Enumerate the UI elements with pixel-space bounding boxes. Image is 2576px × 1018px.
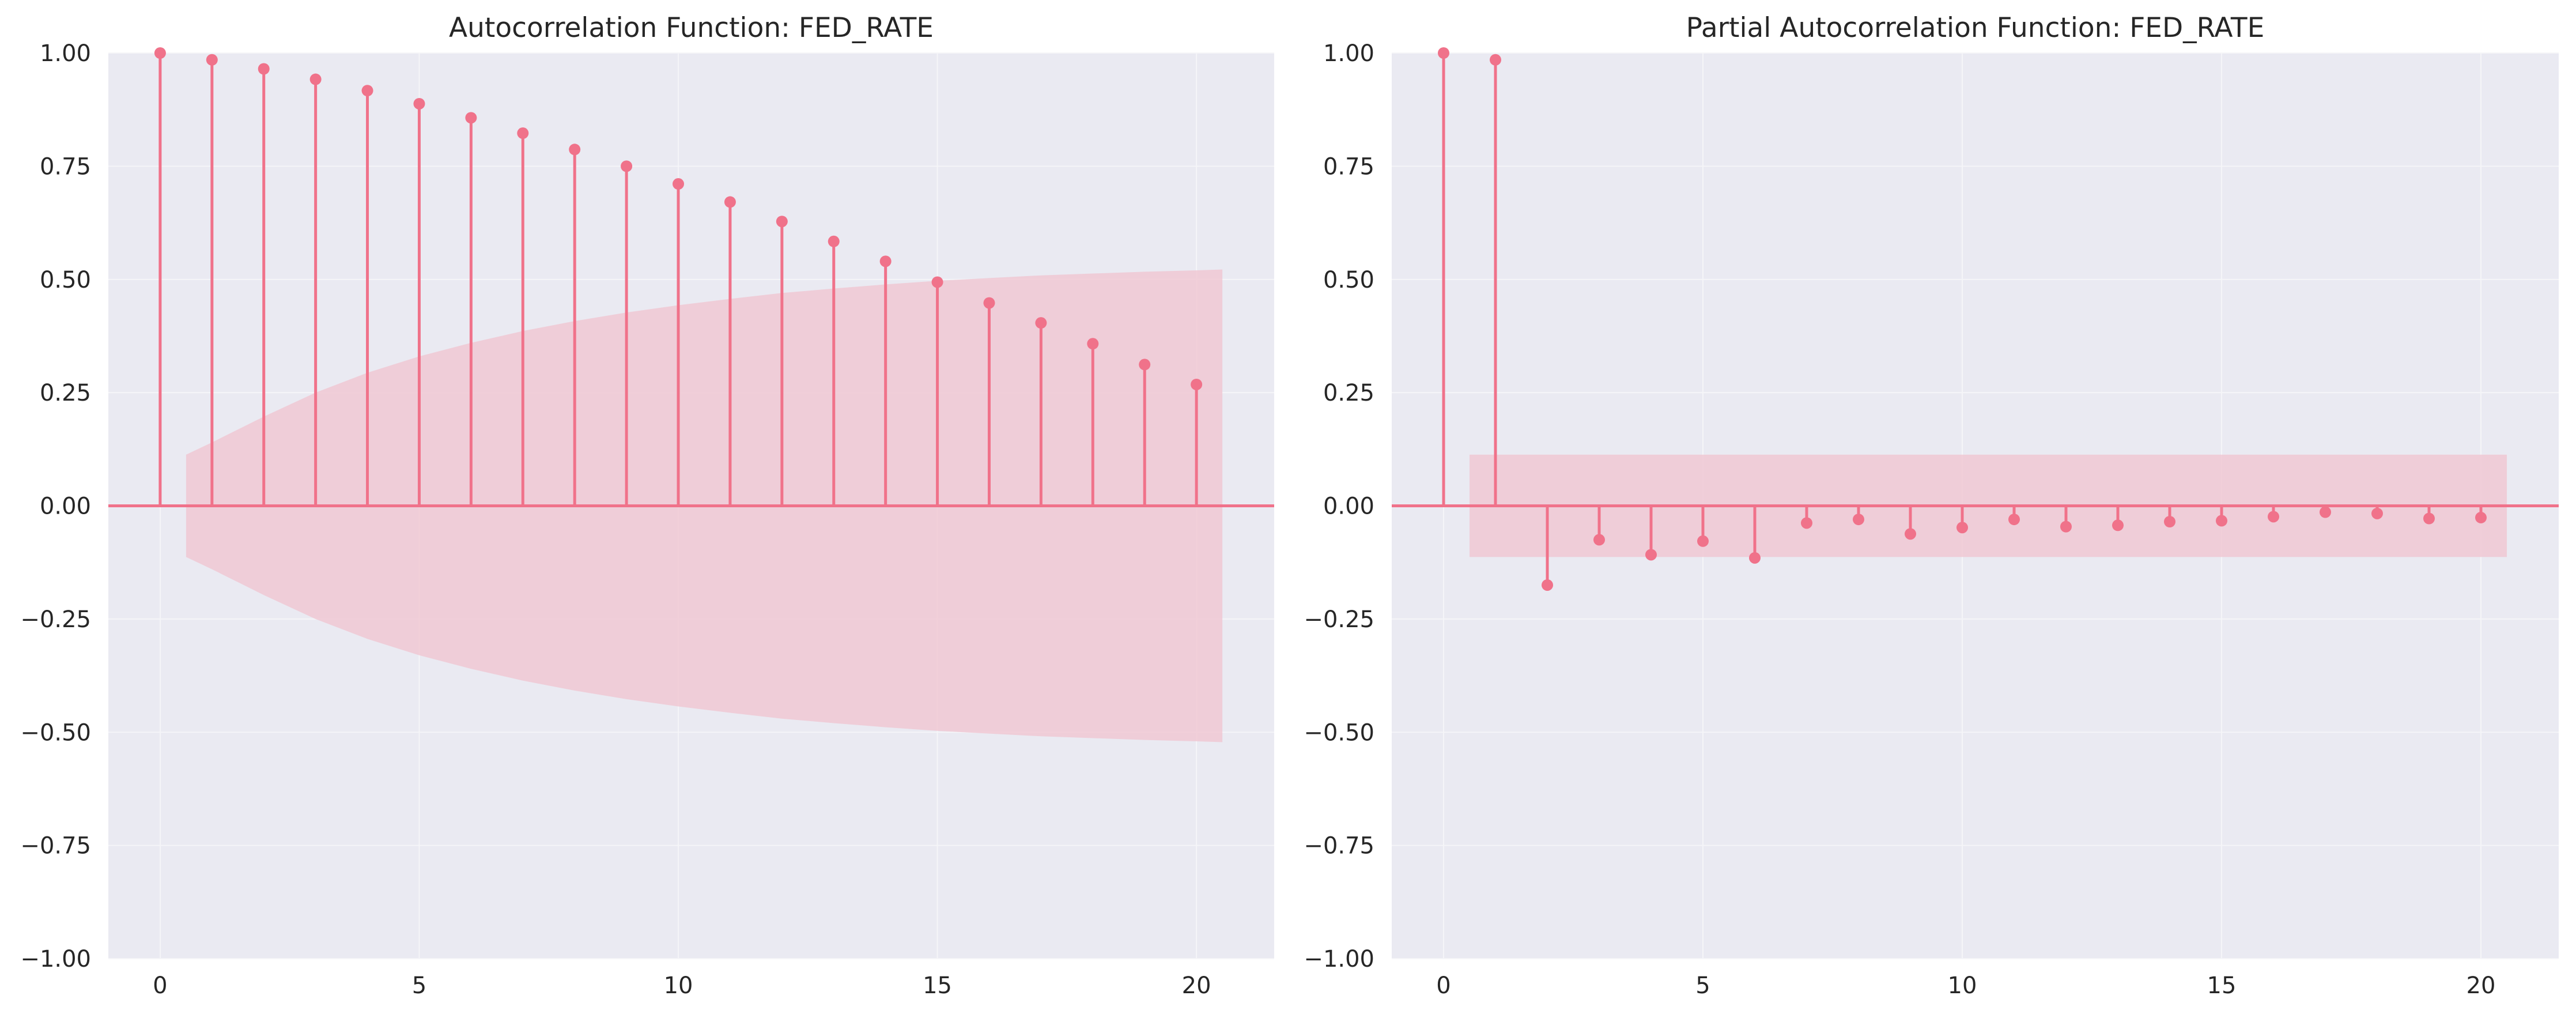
acf-panel: −1.00 −0.75 −0.50 −0.25 0.00 0.25 0.50 0.75 1.00… — [20, 12, 1274, 999]
acf-marker-16 — [983, 297, 995, 309]
pacf-chart-title: Partial Autocorrelation Function: FED_RA… — [1686, 12, 2265, 44]
acf-marker-0 — [154, 47, 166, 59]
pacf-ytick-label: −0.50 — [1304, 719, 1374, 746]
pacf-ytick-label: −0.75 — [1304, 833, 1374, 859]
pacf-marker-3 — [1593, 534, 1605, 546]
acf-marker-13 — [828, 235, 840, 247]
pacf-marker-10 — [1956, 522, 1968, 534]
pacf-marker-2 — [1542, 579, 1553, 591]
acf-marker-15 — [931, 276, 943, 288]
acf-ytick-label: −0.50 — [20, 719, 91, 746]
pacf-ytick-label: −0.25 — [1304, 606, 1374, 633]
pacf-marker-15 — [2216, 515, 2227, 527]
acf-marker-6 — [465, 112, 477, 124]
pacf-marker-11 — [2008, 514, 2020, 526]
pacf-ytick-label: 0.25 — [1323, 380, 1374, 406]
acf-marker-8 — [569, 144, 581, 156]
acf-ytick-label: 0.75 — [40, 153, 91, 180]
acf-marker-4 — [361, 85, 373, 97]
acf-marker-19 — [1139, 359, 1151, 371]
acf-ytick-label: 0.00 — [40, 493, 91, 520]
pacf-marker-18 — [2371, 507, 2383, 519]
acf-xtick-label: 10 — [664, 972, 693, 999]
pacf-marker-9 — [1905, 528, 1916, 540]
acf-marker-5 — [413, 97, 425, 110]
acf-xtick-label: 0 — [153, 972, 167, 999]
acf-ytick-label: 0.50 — [40, 267, 91, 293]
acf-marker-9 — [621, 160, 633, 172]
pacf-marker-17 — [2320, 506, 2331, 518]
pacf-marker-14 — [2164, 515, 2175, 527]
pacf-marker-5 — [1697, 535, 1709, 547]
pacf-xtick-label: 5 — [1695, 972, 1710, 999]
pacf-marker-4 — [1645, 549, 1657, 561]
pacf-ytick-label: 0.00 — [1323, 493, 1374, 520]
pacf-xtick-label: 20 — [2467, 972, 2496, 999]
pacf-marker-8 — [1853, 514, 1864, 526]
pacf-marker-19 — [2423, 512, 2435, 525]
pacf-panel: −1.00 −0.75 −0.50 −0.25 0.00 0.25 0.50 0.75 1.00… — [1304, 12, 2559, 999]
pacf-marker-0 — [1438, 47, 1449, 59]
acf-marker-2 — [258, 63, 270, 75]
acf-ytick-label: 1.00 — [40, 40, 91, 67]
pacf-ytick-label: −1.00 — [1304, 946, 1374, 972]
acf-xtick-label: 20 — [1182, 972, 1211, 999]
acf-marker-14 — [879, 255, 892, 267]
acf-xtick-label: 5 — [412, 972, 426, 999]
acf-xtick-label: 15 — [923, 972, 952, 999]
acf-marker-11 — [724, 196, 736, 208]
pacf-marker-1 — [1490, 54, 1501, 66]
acf-marker-10 — [673, 178, 685, 190]
acf-marker-17 — [1035, 317, 1047, 329]
acf-ytick-label: −0.25 — [20, 606, 91, 633]
pacf-xtick-label: 15 — [2207, 972, 2237, 999]
pacf-marker-6 — [1749, 552, 1761, 564]
acf-marker-20 — [1191, 378, 1203, 390]
pacf-xtick-label: 10 — [1948, 972, 1977, 999]
pacf-marker-12 — [2060, 521, 2072, 533]
acf-marker-18 — [1087, 338, 1099, 350]
pacf-ytick-label: 0.75 — [1323, 153, 1374, 180]
acf-marker-3 — [309, 73, 322, 85]
pacf-marker-13 — [2112, 519, 2124, 531]
acf-marker-1 — [206, 54, 218, 66]
acf-ytick-label: −1.00 — [20, 946, 91, 972]
acf-marker-7 — [517, 127, 529, 139]
acf-marker-12 — [776, 216, 788, 228]
acf-ytick-label: −0.75 — [20, 833, 91, 859]
pacf-marker-7 — [1801, 517, 1812, 529]
pacf-ytick-label: 0.50 — [1323, 267, 1374, 293]
acf-ytick-label: 0.25 — [40, 380, 91, 406]
pacf-marker-16 — [2268, 511, 2279, 523]
pacf-marker-20 — [2475, 511, 2487, 523]
pacf-xtick-label: 0 — [1436, 972, 1451, 999]
pacf-ytick-label: 1.00 — [1323, 40, 1374, 67]
acf-chart-title: Autocorrelation Function: FED_RATE — [449, 12, 934, 44]
